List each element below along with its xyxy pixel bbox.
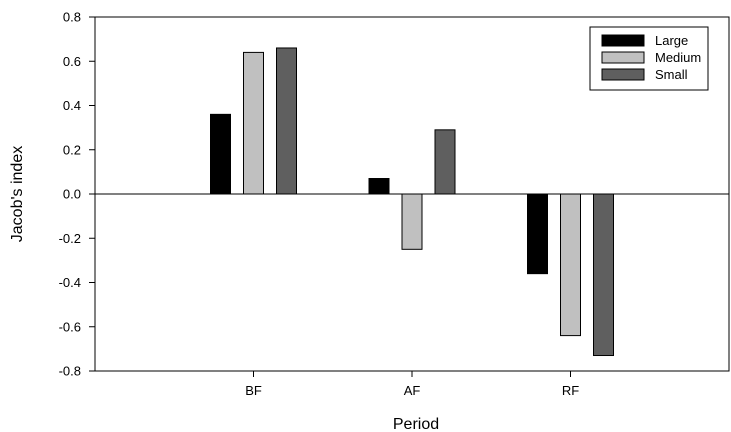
x-tick-label: AF: [404, 383, 421, 398]
bar-large-bf: [210, 113, 231, 195]
x-tick-label: RF: [562, 383, 579, 398]
y-tick-label: 0.4: [63, 98, 81, 113]
y-tick-label: 0.6: [63, 54, 81, 69]
legend-label-medium: Medium: [655, 50, 701, 65]
y-tick-label: 0.8: [63, 10, 81, 25]
y-tick-label: 0.2: [63, 142, 81, 157]
y-tick-label: -0.6: [59, 319, 81, 334]
legend: Large Medium Small: [589, 26, 709, 91]
legend-swatch-medium: [601, 51, 645, 64]
x-axis-title: Period: [393, 416, 439, 432]
y-axis-title: Jacob's index: [9, 146, 26, 242]
bar-large-rf: [527, 193, 548, 275]
legend-label-small: Small: [655, 67, 688, 82]
plot-area: -0.8 -0.6 -0.4 -0.2 0.0 0.2 0.4 0.6 0.8 BF AF RF: [59, 10, 730, 398]
bar-series: [210, 47, 614, 357]
x-axis: BF AF RF: [245, 371, 579, 398]
y-tick-label: 0.0: [63, 187, 81, 202]
y-axis: -0.8 -0.6 -0.4 -0.2 0.0 0.2 0.4 0.6 0.8: [59, 10, 95, 379]
bar-small-af: [434, 129, 456, 195]
bar-small-rf: [593, 193, 614, 357]
legend-label-large: Large: [655, 33, 688, 48]
bar-large-af: [368, 178, 390, 195]
bar-medium-bf: [243, 51, 264, 195]
y-tick-label: -0.4: [59, 275, 81, 290]
y-tick-label: -0.2: [59, 231, 81, 246]
y-tick-label: -0.8: [59, 364, 81, 379]
bar-small-bf: [276, 47, 297, 195]
bar-medium-af: [401, 193, 423, 250]
x-tick-label: BF: [245, 383, 262, 398]
legend-swatch-small: [601, 68, 645, 81]
legend-swatch-large: [601, 34, 645, 47]
bar-medium-rf: [560, 193, 581, 337]
